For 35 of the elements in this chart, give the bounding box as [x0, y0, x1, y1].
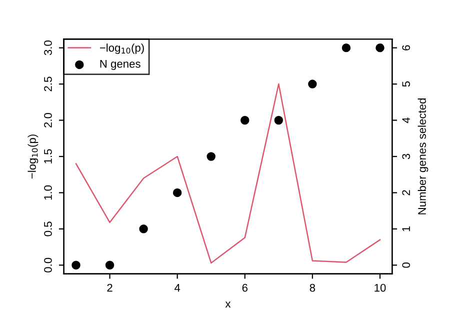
- y-tick-label: 1.0: [44, 185, 52, 200]
- y2-tick-label: 0: [402, 262, 410, 268]
- point: [240, 116, 250, 125]
- y-tick-label: 2.5: [44, 76, 52, 92]
- y-tick-label: 3.0: [44, 40, 52, 56]
- y-tick-label: 2.0: [44, 112, 52, 128]
- x-tick-label: 10: [374, 284, 386, 292]
- y2-tick-label: 3: [402, 154, 410, 160]
- legend-label: N genes: [100, 60, 140, 70]
- y2-axis-title: Number genes selected: [418, 98, 428, 214]
- y-tick-label: 0.5: [44, 222, 52, 236]
- point: [342, 43, 351, 52]
- point: [308, 80, 317, 88]
- x-axis-title: x: [225, 302, 231, 308]
- legend-label: −log$_{10}$(p): [100, 44, 144, 54]
- point: [172, 188, 182, 198]
- point: [274, 116, 284, 125]
- line-series: [75, 83, 381, 264]
- y2-tick-label: 5: [402, 81, 410, 87]
- y2-tick-label: 1: [402, 226, 410, 232]
- point: [139, 224, 148, 234]
- y-tick-label: 1.5: [44, 149, 52, 164]
- y-tick-label: 0.0: [44, 258, 52, 272]
- point: [376, 43, 384, 52]
- y2-tick-label: 6: [402, 45, 410, 50]
- point: [206, 152, 216, 161]
- point: [72, 260, 80, 270]
- x-tick-label: 8: [310, 284, 316, 292]
- x-tick-label: 2: [107, 284, 112, 292]
- x-tick-label: 4: [174, 284, 180, 292]
- y2-tick-label: 2: [402, 190, 410, 196]
- y-axis-title: −log$_{10}$(p): [28, 134, 38, 179]
- y2-tick-label: 4: [402, 117, 410, 124]
- point: [105, 260, 114, 270]
- x-tick-label: 6: [242, 284, 248, 292]
